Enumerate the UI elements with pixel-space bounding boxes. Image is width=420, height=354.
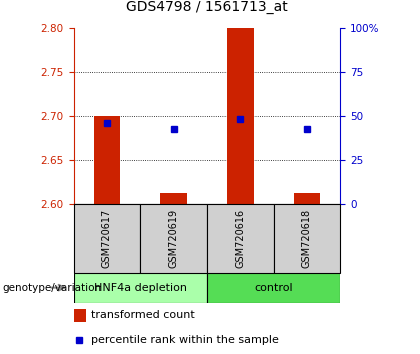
Text: HNF4a depletion: HNF4a depletion: [94, 282, 186, 293]
Text: genotype/variation: genotype/variation: [2, 282, 101, 293]
Bar: [273, 204, 340, 273]
Text: GDS4798 / 1561713_at: GDS4798 / 1561713_at: [126, 0, 288, 14]
Text: GSM720618: GSM720618: [302, 209, 312, 268]
Text: transformed count: transformed count: [91, 310, 194, 320]
Text: GSM720617: GSM720617: [102, 209, 112, 268]
Bar: [74, 273, 207, 303]
Bar: [227, 28, 254, 204]
Bar: [294, 193, 320, 204]
Bar: [207, 273, 340, 303]
Text: percentile rank within the sample: percentile rank within the sample: [91, 335, 279, 346]
Bar: [74, 204, 140, 273]
Bar: [140, 204, 207, 273]
Bar: [74, 309, 86, 322]
Text: GSM720616: GSM720616: [235, 209, 245, 268]
Text: GSM720619: GSM720619: [168, 209, 178, 268]
Bar: [207, 204, 273, 273]
Text: control: control: [254, 282, 293, 293]
Bar: [94, 116, 120, 204]
Bar: [160, 193, 187, 204]
